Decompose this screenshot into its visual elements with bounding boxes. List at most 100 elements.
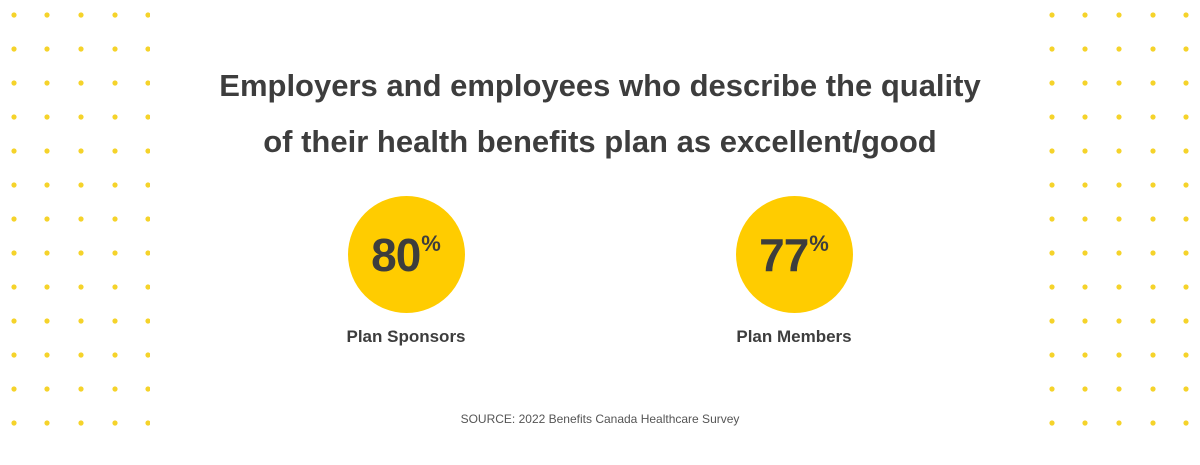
decorative-dot	[112, 80, 118, 86]
decorative-dot	[1049, 250, 1055, 256]
decorative-dot	[44, 318, 50, 324]
stat-circle: 77%	[735, 196, 853, 313]
chart-title-line-2: of their health benefits plan as excelle…	[263, 124, 937, 159]
decorative-dot	[1150, 12, 1156, 18]
decorative-dot	[1116, 80, 1122, 86]
decorative-dot	[112, 46, 118, 52]
decorative-dot	[11, 284, 17, 290]
decorative-dot	[145, 114, 150, 120]
decorative-dot	[1150, 386, 1156, 392]
decorative-dot	[112, 318, 118, 324]
decorative-dot	[78, 352, 84, 358]
decorative-dot	[1116, 284, 1122, 290]
decorative-dot	[1116, 148, 1122, 154]
decorative-dot	[1150, 352, 1156, 358]
decorative-dot	[78, 148, 84, 154]
stat-number: 80	[371, 228, 421, 281]
decorative-dot	[1116, 250, 1122, 256]
decorative-dot	[44, 420, 50, 426]
decorative-dot	[1116, 420, 1122, 426]
decorative-dot	[78, 284, 84, 290]
decorative-dot	[1183, 80, 1189, 86]
stat-unit: %	[809, 230, 829, 256]
decorative-dot	[1049, 420, 1055, 426]
decorative-dot	[11, 250, 17, 256]
decorative-dot	[1150, 46, 1156, 52]
decorative-dot	[145, 352, 150, 358]
decorative-dot	[1150, 80, 1156, 86]
decorative-dot	[1183, 114, 1189, 120]
decorative-dot	[11, 80, 17, 86]
decorative-dot	[1082, 318, 1088, 324]
decorative-dot	[145, 420, 150, 426]
decorative-dot-grid-right	[1049, 12, 1189, 426]
decorative-dot	[1049, 182, 1055, 188]
decorative-dot	[112, 284, 118, 290]
decorative-dot	[1116, 114, 1122, 120]
stat-unit: %	[421, 230, 441, 256]
decorative-dot	[44, 386, 50, 392]
decorative-dot	[112, 148, 118, 154]
stat-circle: 80%	[347, 196, 465, 313]
decorative-dot	[1116, 386, 1122, 392]
chart-title-line-1: Employers and employees who describe the…	[219, 68, 981, 103]
decorative-dot	[145, 80, 150, 86]
decorative-dot	[44, 80, 50, 86]
decorative-dot	[145, 12, 150, 18]
decorative-dot	[11, 216, 17, 222]
decorative-dot	[1150, 284, 1156, 290]
decorative-dot	[112, 386, 118, 392]
decorative-dot	[44, 182, 50, 188]
decorative-dot	[1049, 12, 1055, 18]
decorative-dot	[112, 114, 118, 120]
decorative-dot	[1082, 386, 1088, 392]
decorative-dot	[1082, 114, 1088, 120]
stat-value: 80%	[371, 228, 441, 282]
decorative-dot	[1082, 216, 1088, 222]
decorative-dot	[1082, 182, 1088, 188]
decorative-dot	[1150, 250, 1156, 256]
decorative-dot	[1116, 182, 1122, 188]
stat-plan-sponsors: 80% Plan Sponsors	[256, 196, 556, 347]
decorative-dot	[145, 250, 150, 256]
decorative-dot	[145, 46, 150, 52]
decorative-dot	[1049, 386, 1055, 392]
decorative-dot	[44, 284, 50, 290]
decorative-dot	[1183, 12, 1189, 18]
decorative-dot	[11, 352, 17, 358]
decorative-dot	[78, 12, 84, 18]
stat-label: Plan Sponsors	[346, 327, 466, 346]
decorative-dot	[1150, 148, 1156, 154]
decorative-dot	[44, 352, 50, 358]
decorative-dot	[11, 46, 17, 52]
decorative-dot	[1183, 182, 1189, 188]
decorative-dot	[1183, 46, 1189, 52]
decorative-dot	[78, 46, 84, 52]
decorative-dot	[1150, 420, 1156, 426]
decorative-dot	[1150, 114, 1156, 120]
decorative-dot	[112, 420, 118, 426]
decorative-dot	[1049, 114, 1055, 120]
decorative-dot	[1116, 352, 1122, 358]
stat-value: 77%	[759, 228, 829, 282]
decorative-dot	[44, 46, 50, 52]
decorative-dot-grid-left	[11, 12, 150, 426]
decorative-dot	[44, 250, 50, 256]
decorative-dot	[1082, 80, 1088, 86]
decorative-dot	[1183, 420, 1189, 426]
decorative-dot	[11, 420, 17, 426]
decorative-dot	[1082, 12, 1088, 18]
decorative-dot	[1082, 46, 1088, 52]
decorative-dot	[145, 284, 150, 290]
decorative-dot	[44, 148, 50, 154]
decorative-dot	[78, 182, 84, 188]
decorative-dot	[1183, 352, 1189, 358]
source-note: SOURCE: 2022 Benefits Canada Healthcare …	[460, 412, 740, 426]
decorative-dot	[145, 182, 150, 188]
decorative-dot	[1116, 46, 1122, 52]
decorative-dot	[78, 250, 84, 256]
decorative-dot	[44, 12, 50, 18]
decorative-dot	[1049, 80, 1055, 86]
decorative-dot	[1183, 318, 1189, 324]
decorative-dot	[1082, 352, 1088, 358]
